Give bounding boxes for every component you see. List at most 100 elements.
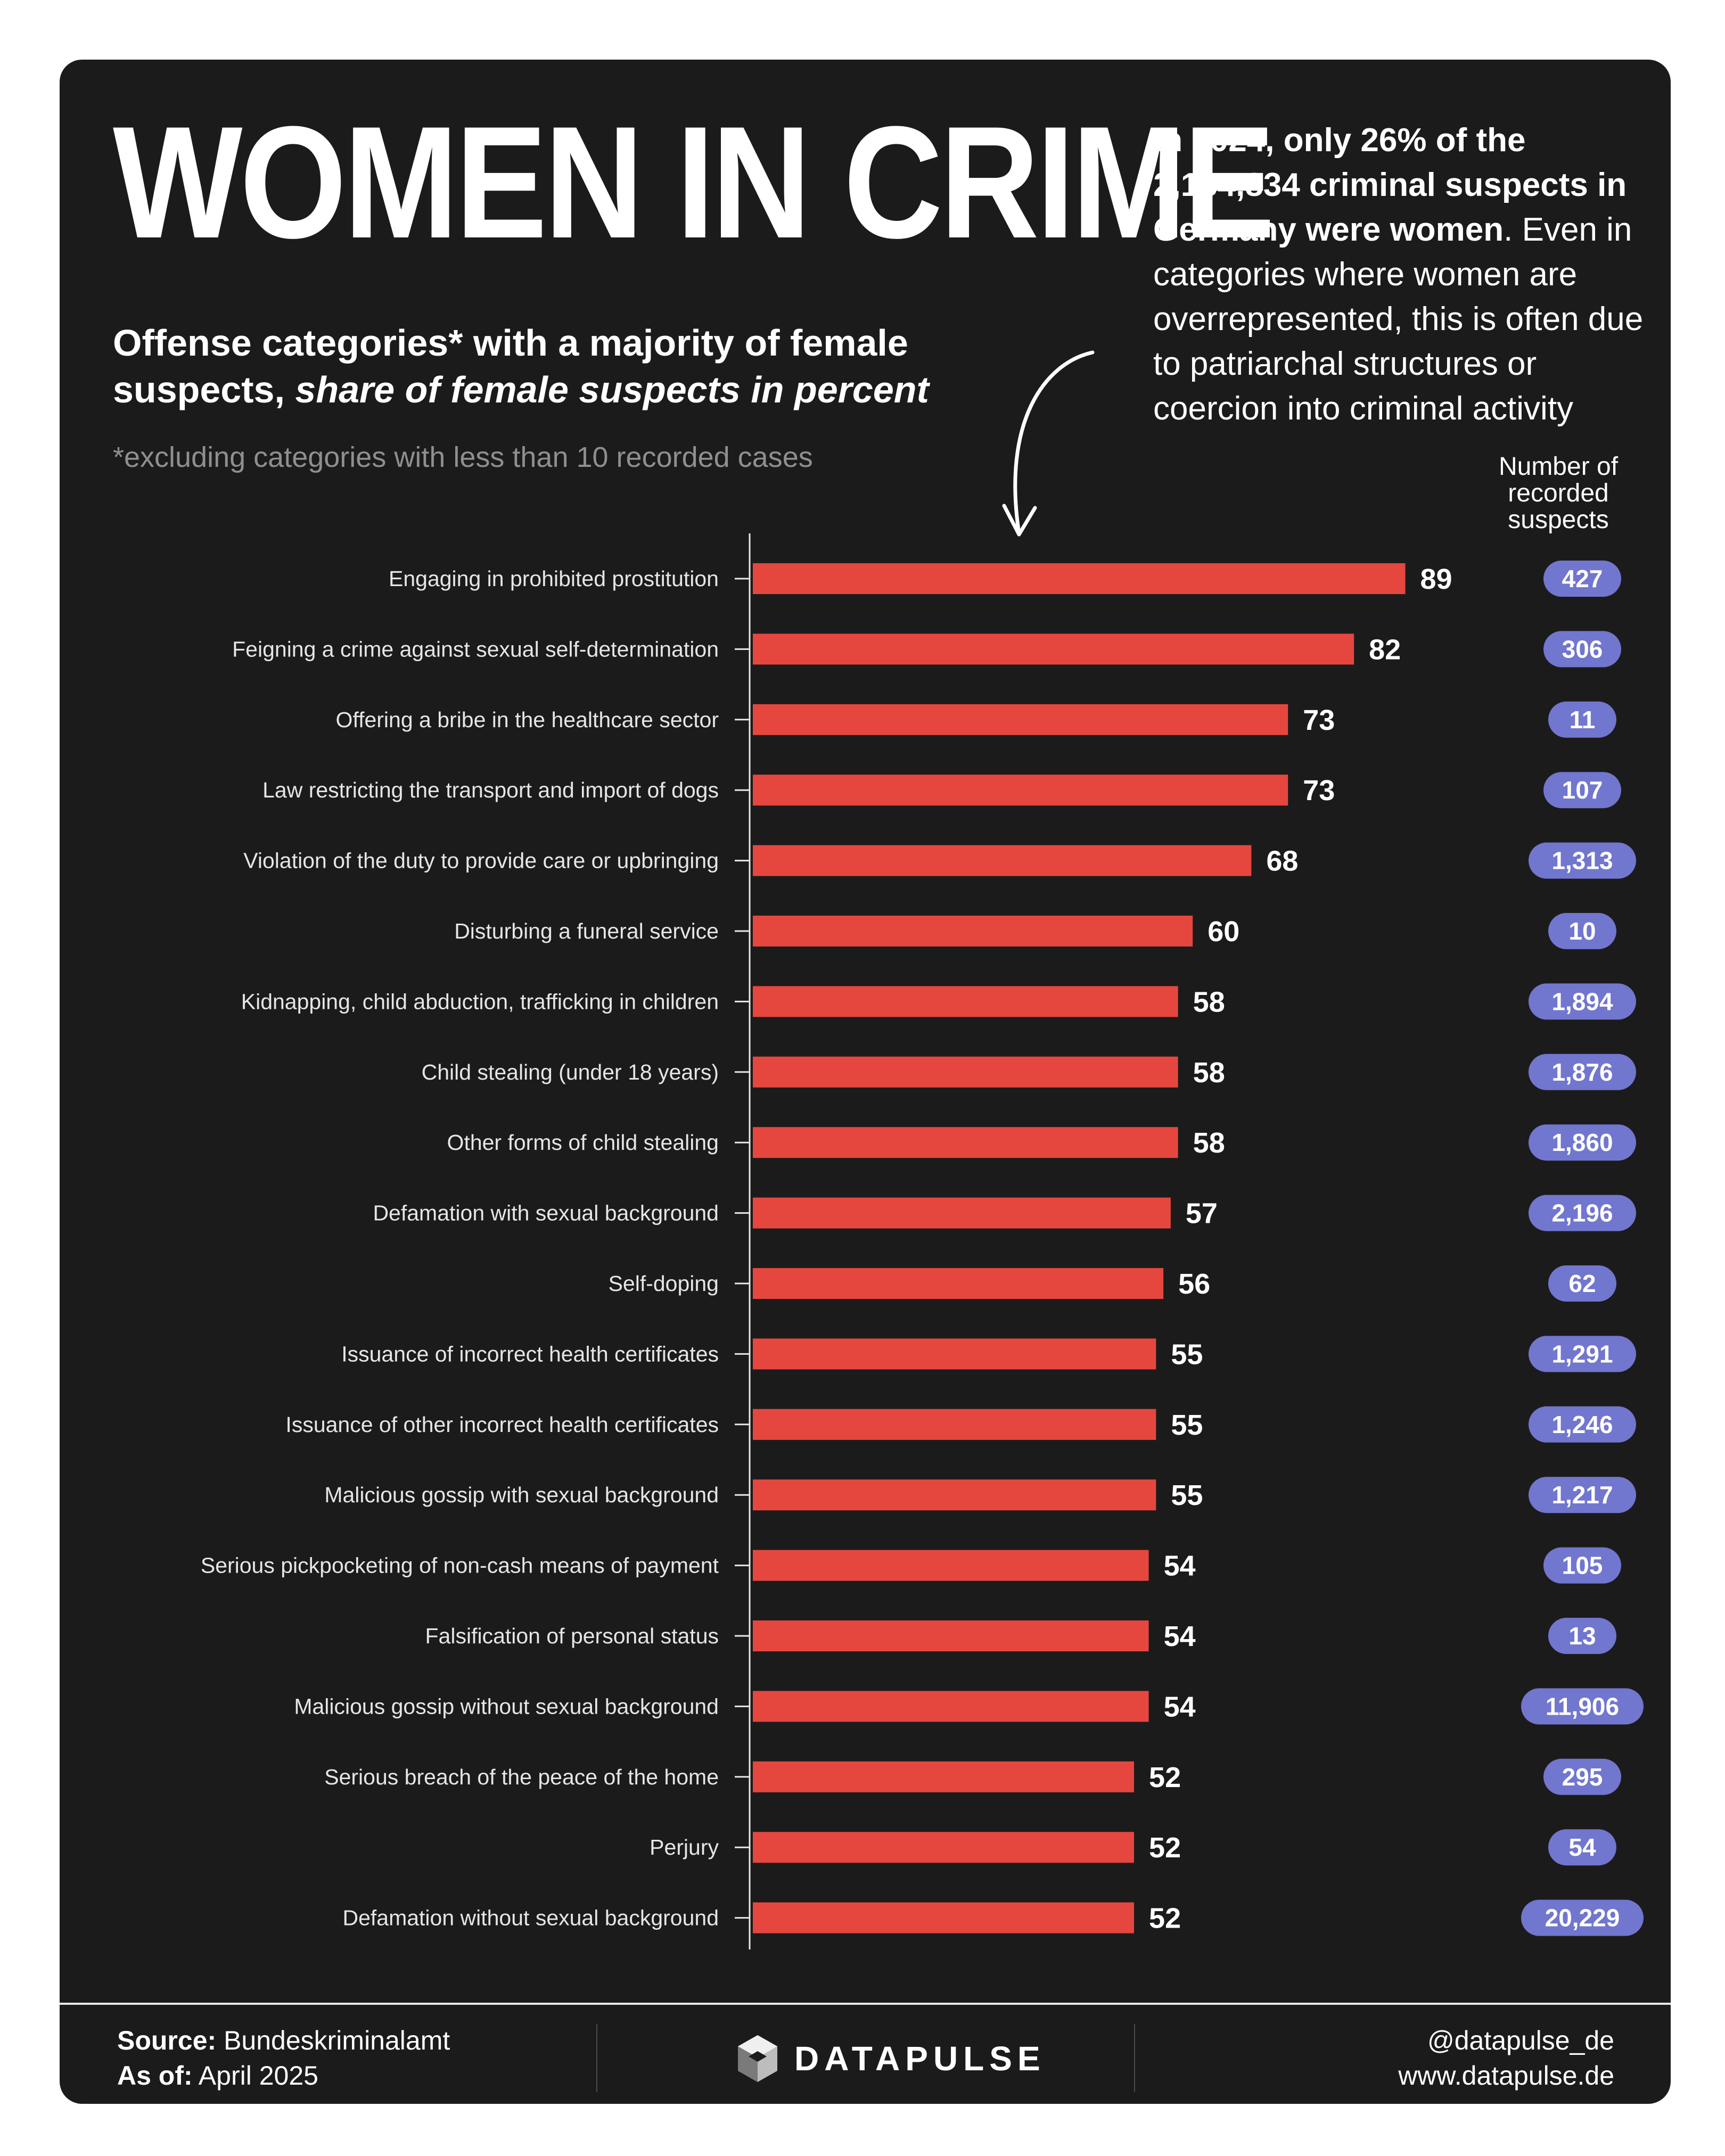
bar-value-label: 58 [1193, 1127, 1225, 1159]
bar-value-label: 52 [1149, 1762, 1181, 1793]
bar-value-label: 54 [1164, 1620, 1196, 1652]
bar-value-label: 89 [1420, 563, 1452, 595]
bar-chart: Engaging in prohibited prostitution 89 427… [201, 533, 1644, 1949]
suspect-count-label: 295 [1562, 1763, 1603, 1791]
category-label: Malicious gossip without sexual backgrou… [294, 1694, 719, 1718]
bar [753, 1338, 1156, 1370]
suspect-count-pill [1548, 701, 1616, 738]
suspect-count-pill [1529, 1406, 1636, 1443]
source-value: Bundeskriminalamt [224, 2026, 450, 2055]
suspect-count-label: 306 [1562, 635, 1603, 663]
category-label: Engaging in prohibited prostitution [389, 566, 719, 591]
bar-value-label: 52 [1149, 1903, 1181, 1935]
suspect-count-pill [1548, 1618, 1616, 1654]
footer-divider [60, 2003, 1671, 2005]
counts-header-line: suspects [1508, 506, 1609, 534]
infographic-card: WOMEN IN CRIME Offense categories* with … [60, 60, 1671, 2104]
suspect-count-pill [1543, 631, 1621, 668]
bar [753, 775, 1288, 806]
website-link[interactable]: www.datapulse.de [1398, 2061, 1614, 2091]
counts-header-line: Number of [1498, 452, 1619, 481]
subtitle-italic: share of female suspects in percent [295, 369, 929, 410]
category-label: Issuance of other incorrect health certi… [285, 1412, 719, 1437]
suspect-count-label: 1,860 [1551, 1129, 1613, 1156]
suspect-count-label: 62 [1568, 1270, 1596, 1297]
category-label: Serious breach of the peace of the home [324, 1765, 719, 1789]
category-label: Defamation without sexual background [342, 1906, 719, 1930]
suspect-count-label: 1,894 [1551, 988, 1613, 1015]
curved-arrow-icon [1002, 350, 1095, 537]
bar-value-label: 60 [1208, 916, 1239, 948]
bar [753, 633, 1354, 665]
category-label: Defamation with sexual background [373, 1201, 719, 1225]
category-label: Child stealing (under 18 years) [422, 1060, 719, 1084]
suspect-count-label: 1,313 [1551, 847, 1613, 875]
bar-value-label: 57 [1186, 1198, 1218, 1230]
suspect-count-pill [1529, 1477, 1636, 1513]
bar-value-label: 55 [1171, 1479, 1203, 1511]
bar [753, 1902, 1135, 1933]
bar-value-label: 52 [1149, 1832, 1181, 1864]
intro-text: In 2024, only 26% of the 2,184,834 crimi… [1153, 118, 1664, 431]
suspect-count-pill [1521, 1688, 1644, 1725]
category-label: Offering a bribe in the healthcare secto… [336, 707, 719, 732]
suspect-count-pill [1548, 1265, 1616, 1302]
bar [753, 1197, 1171, 1229]
bar [753, 1268, 1164, 1299]
bar [753, 1691, 1149, 1722]
category-label: Law restricting the transport and import… [262, 778, 719, 802]
bar-value-label: 73 [1303, 775, 1335, 807]
bar [753, 916, 1193, 947]
bar-value-label: 56 [1178, 1268, 1210, 1300]
bar [753, 563, 1406, 594]
footer-separator [1134, 2024, 1135, 2092]
suspect-count-pill [1521, 1899, 1644, 1936]
suspect-count-label: 2,196 [1551, 1199, 1613, 1227]
bar-value-label: 68 [1266, 845, 1298, 877]
suspect-count-pill [1543, 1547, 1621, 1584]
as-of-value: April 2025 [198, 2061, 318, 2091]
category-label: Disturbing a funeral service [454, 919, 719, 943]
social-handle: @datapulse_de [1427, 2026, 1614, 2055]
intro-rest: . Even in categories where women are ove… [1153, 211, 1644, 427]
category-label: Other forms of child stealing [447, 1130, 719, 1155]
suspect-count-pill [1529, 983, 1636, 1020]
bar [753, 845, 1252, 876]
brand-name: DATAPULSE [794, 2039, 1046, 2078]
datapulse-logo-icon [738, 2035, 777, 2082]
suspect-count-label: 1,876 [1551, 1058, 1613, 1086]
social-block: @datapulse_de www.datapulse.de [1398, 2023, 1614, 2093]
bar-value-label: 55 [1171, 1338, 1203, 1370]
footer-separator [596, 2024, 597, 2092]
bar-value-label: 82 [1369, 633, 1401, 665]
bar [753, 1479, 1156, 1511]
suspect-count-pill [1548, 913, 1616, 949]
bar-value-label: 58 [1193, 1057, 1225, 1089]
category-label: Kidnapping, child abduction, trafficking… [241, 989, 719, 1014]
suspect-count-label: 427 [1562, 565, 1603, 593]
suspect-count-label: 107 [1562, 776, 1603, 804]
bar [753, 1761, 1135, 1792]
suspect-count-label: 11 [1570, 706, 1596, 734]
bar-value-label: 54 [1164, 1550, 1196, 1582]
category-label: Self-doping [609, 1271, 719, 1296]
bar-value-label: 73 [1303, 704, 1335, 736]
bar [753, 1127, 1178, 1158]
category-label: Serious pickpocketing of non-cash means … [201, 1553, 719, 1578]
suspect-count-pill [1529, 1124, 1636, 1161]
intro-bold: In 2024, only 26% of the 2,184,834 crimi… [1153, 122, 1627, 248]
category-label: Malicious gossip with sexual background [324, 1483, 719, 1507]
suspect-count-pill [1529, 842, 1636, 879]
suspect-count-pill [1543, 1758, 1621, 1795]
brand-logo: DATAPULSE [735, 2029, 1046, 2088]
page-title: WOMEN IN CRIME [113, 93, 1275, 271]
bar-value-label: 58 [1193, 986, 1225, 1018]
bar [753, 1832, 1135, 1863]
suspect-count-label: 1,246 [1551, 1411, 1613, 1438]
footnote: *excluding categories with less than 10 … [113, 441, 813, 473]
suspect-count-pill [1529, 1195, 1636, 1231]
category-label: Feigning a crime against sexual self-det… [232, 637, 719, 661]
bar-value-label: 54 [1164, 1691, 1196, 1723]
suspect-count-label: 11,906 [1546, 1692, 1619, 1720]
suspect-count-pill [1548, 1829, 1616, 1866]
